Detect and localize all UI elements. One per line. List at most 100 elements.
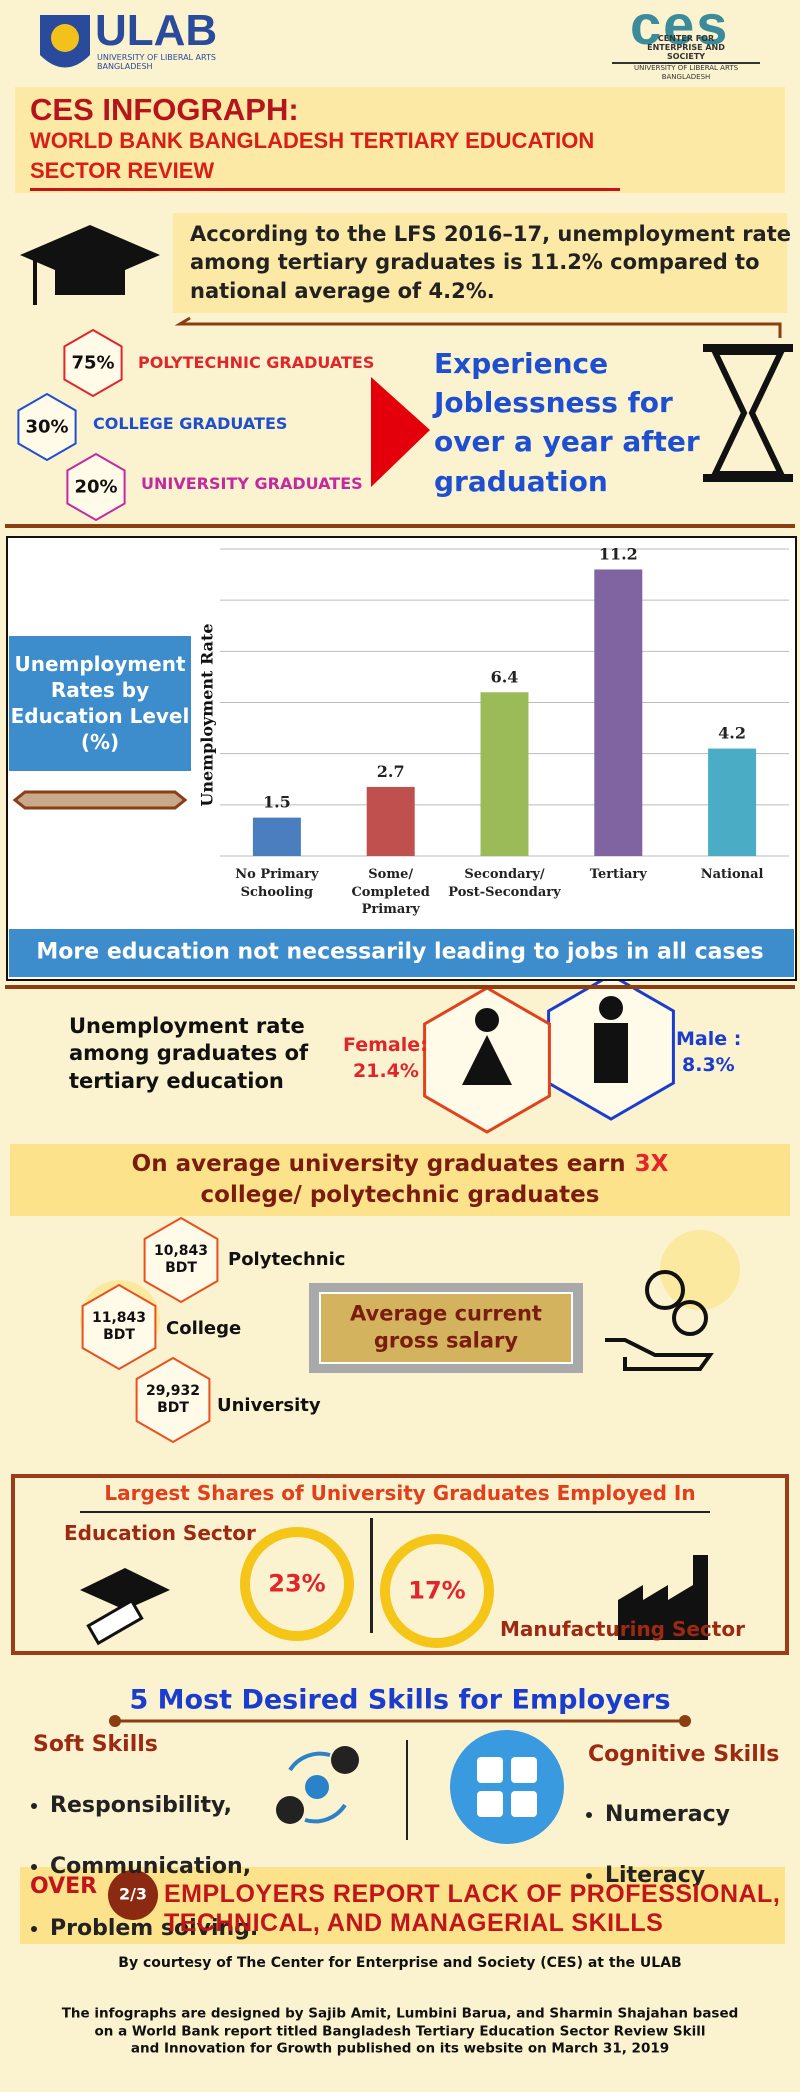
male-icon [594, 1023, 628, 1083]
ces-subtitle: CENTER FOR ENTERPRISE AND SOCIETY [647, 33, 725, 61]
hand-icon [605, 1338, 714, 1371]
skills-divider [406, 1740, 408, 1840]
ulab-emblem [51, 24, 79, 52]
caption-banner [9, 929, 794, 977]
x-tick-label: No Primary Schooling [235, 867, 319, 900]
employment-rule [80, 1511, 710, 1513]
skills-group-title: Soft Skills [33, 1732, 158, 1757]
value-label: 2.7 [377, 762, 405, 781]
salary-box-text: Average current gross salary [350, 1301, 542, 1353]
x-tick-label: Some/ Completed Primary [351, 867, 430, 918]
hourglass [710, 349, 786, 477]
ulab-subtitle: UNIVERSITY OF LIBERAL ARTS BANGLADESH [97, 53, 216, 71]
divider [5, 524, 795, 528]
skills-rule-end [679, 1715, 691, 1727]
employers-prefix: OVER [30, 1874, 98, 1899]
female-icon [475, 1008, 499, 1032]
share-value: 75% [71, 352, 115, 374]
calculator-key [511, 1791, 537, 1817]
hexagon [66, 452, 126, 522]
deco-circle [660, 1230, 740, 1310]
female-value: 21.4% [353, 1060, 419, 1082]
hexagon [81, 1283, 157, 1371]
skill-item: Responsibility, [50, 1791, 258, 1822]
intro-text: According to the LFS 2016–17, unemployme… [190, 222, 792, 303]
ces-logo-text: ces [630, 0, 730, 56]
chart-title-box [9, 636, 191, 771]
salary-amount: 29,932 BDT [145, 1383, 201, 1416]
sector-share: 17% [408, 1576, 466, 1605]
group-label: POLYTECHNIC GRADUATES [138, 353, 375, 372]
skills-group-title: Cognitive Skills [588, 1742, 780, 1767]
male-label: Male : [676, 1028, 742, 1050]
salary-label: College [166, 1318, 242, 1339]
male-value: 8.3% [682, 1054, 735, 1076]
chart-title: Unemployment Rates by Education Level (%… [10, 652, 190, 754]
share-ring [380, 1534, 494, 1648]
diploma-icon [86, 1598, 144, 1646]
ces-university: UNIVERSITY OF LIBERAL ARTS BANGLADESH [633, 63, 739, 81]
fraction-badge [108, 1870, 158, 1920]
employers-fraction: 2/3 [118, 1884, 148, 1904]
skill-item: Literacy [605, 1861, 730, 1892]
y-axis-label: Unemployment Rate [197, 623, 217, 807]
female-label: Female: [343, 1034, 428, 1056]
cap-tassel [33, 255, 37, 305]
divider [5, 985, 795, 989]
hexagon [63, 328, 123, 398]
headline-highlight: 3X [634, 1150, 669, 1177]
people-icon [276, 1796, 304, 1824]
ulab-logo-text: ULAB [95, 6, 218, 55]
share-ring [240, 1527, 354, 1641]
value-label: 6.4 [491, 667, 519, 686]
cap-icon [55, 265, 125, 295]
earnings-banner [10, 1144, 790, 1216]
gender-heading: Unemployment rate among graduates of ter… [69, 1014, 309, 1093]
earnings-headline: On average university graduates earn 3X co… [132, 1149, 669, 1211]
male-icon [599, 996, 623, 1020]
salary-label: University [217, 1395, 321, 1416]
arrow-line [174, 316, 782, 338]
chart-caption: More education not necessarily leading t… [36, 939, 764, 965]
skill-item: Numeracy [605, 1800, 730, 1831]
headline-text: On average university graduates earn [131, 1150, 626, 1177]
sector-divider [370, 1518, 373, 1633]
value-label: 1.5 [263, 793, 291, 812]
title-box [15, 87, 785, 193]
hourglass [703, 474, 793, 482]
arrow-triangle [371, 377, 430, 487]
courtesy: By courtesy of The Center for Enterprise… [118, 1954, 682, 1971]
calculator-key [477, 1791, 503, 1817]
factory-icon [618, 1555, 708, 1640]
joblessness-statement: Experience Joblessness for over a year a… [434, 347, 700, 498]
title: CES INFOGRAPH: [30, 92, 299, 127]
gear-icon [305, 1775, 329, 1799]
subtitle: WORLD BANK BANGLADESH TERTIARY EDUCATION… [30, 128, 595, 183]
skill-item: Problem solving. [50, 1914, 258, 1945]
group-label: UNIVERSITY GRADUATES [141, 474, 363, 493]
group-label: COLLEGE GRADUATES [93, 414, 288, 433]
sector-name: Education Sector [64, 1521, 256, 1545]
share-value: 20% [74, 476, 118, 498]
x-tick-label: Tertiary [589, 867, 647, 882]
bar [708, 748, 757, 856]
share-value: 30% [25, 416, 69, 438]
hexagon [135, 1356, 211, 1444]
hexagon [143, 1216, 219, 1304]
x-tick-label: National [700, 867, 764, 882]
soft-skills-list: Responsibility, Communication, Problem s… [30, 1760, 258, 1976]
headline-text: college/ polytechnic graduates [200, 1182, 600, 1208]
cognitive-skills-list: Numeracy Literacy [585, 1769, 730, 1923]
money-icon [645, 1270, 685, 1310]
intro-box [173, 213, 787, 313]
cycle-arrows [288, 1751, 347, 1824]
bar [252, 817, 301, 856]
employment-heading: Largest Shares of University Graduates E… [104, 1481, 696, 1505]
title-underline [30, 188, 620, 191]
hourglass [703, 344, 793, 352]
money-icon [672, 1300, 708, 1336]
salary-amount: 11,843 BDT [91, 1310, 147, 1343]
calculator-key [511, 1757, 537, 1783]
